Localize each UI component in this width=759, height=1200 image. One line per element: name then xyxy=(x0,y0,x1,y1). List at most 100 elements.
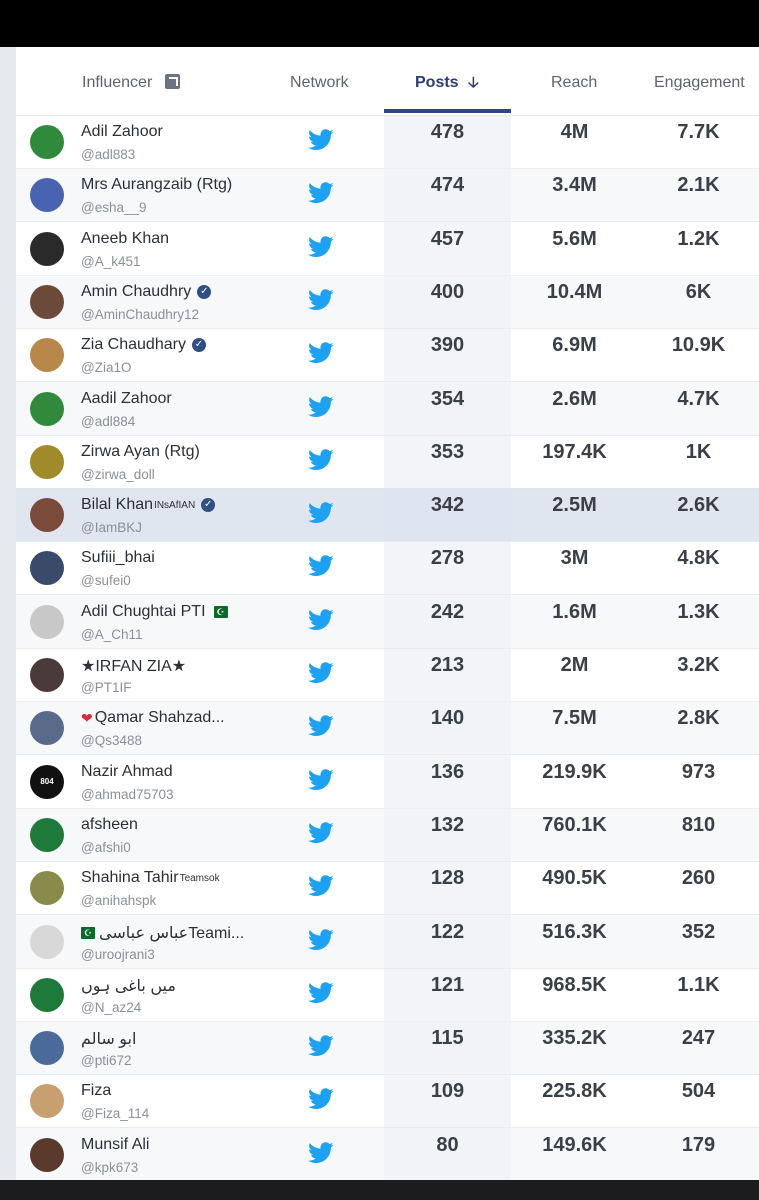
avatar[interactable] xyxy=(30,125,64,159)
table-row[interactable]: afsheen @afshi0 132 760.1K 810 xyxy=(16,807,759,862)
table-row[interactable]: Shahina Tahir Teamsok @anihahspk 128 490.… xyxy=(16,861,759,916)
influencer-name-text: ★IRFAN ZIA★ xyxy=(81,658,187,675)
avatar[interactable]: 804 xyxy=(30,764,64,799)
avatar[interactable] xyxy=(30,817,64,852)
influencer-name-text: Adil Chughtai PTI xyxy=(81,602,206,620)
engagement-value: 1.1K xyxy=(677,973,720,996)
influencer-handle: @zirwa_doll xyxy=(81,466,155,482)
avatar[interactable] xyxy=(30,444,64,479)
influencer-name[interactable]: ☪ عباس عباسیTeami... xyxy=(81,923,244,943)
influencer-handle: @pti672 xyxy=(81,1053,132,1069)
influencer-name[interactable]: ★IRFAN ZIA★ xyxy=(81,656,186,676)
influencer-name-text: Adil Zahoor xyxy=(81,123,163,140)
sort-down-arrow-icon: 🡣 xyxy=(468,74,479,91)
avatar[interactable] xyxy=(30,231,64,266)
influencer-name[interactable]: Amin Chaudhry ✓ xyxy=(81,283,212,301)
avatar[interactable] xyxy=(30,551,64,586)
twitter-icon xyxy=(308,502,334,524)
posts-value: 115 xyxy=(431,1027,464,1050)
avatar[interactable] xyxy=(30,604,64,639)
avatar[interactable] xyxy=(30,871,64,906)
influencer-name[interactable]: ❤ Qamar Shahzad... xyxy=(81,709,225,727)
reach-value: 1.6M xyxy=(552,600,597,623)
table-row[interactable]: Sufiii_bhai @sufei0 278 3M 4.8K xyxy=(16,541,759,596)
table-row[interactable]: Adil Chughtai PTI ☪ @A_Ch11 242 1.6M 1.3K xyxy=(16,594,759,649)
table-row[interactable]: ★IRFAN ZIA★ @PT1IF 213 2M 3.2K xyxy=(16,648,759,702)
twitter-icon xyxy=(308,555,334,577)
table-row[interactable]: Munsif Ali @kpk673 80 149.6K 179 xyxy=(16,1127,759,1180)
column-header-engagement[interactable]: Engagement xyxy=(654,47,745,115)
column-header-influencer[interactable]: Influencer xyxy=(82,47,180,115)
avatar[interactable] xyxy=(30,284,64,319)
influencer-name[interactable]: میں باغی ہوں xyxy=(81,976,176,996)
table-row[interactable]: 804 Nazir Ahmad @ahmad75703 136 219.9K 9… xyxy=(16,755,759,809)
influencer-name[interactable]: Zia Chaudhary ✓ xyxy=(81,336,206,354)
influencer-name[interactable]: Sufiii_bhai xyxy=(81,549,155,567)
influencer-handle: @Zia1O xyxy=(81,360,132,376)
influencer-name[interactable]: ابو سالم xyxy=(81,1029,136,1049)
engagement-value: 810 xyxy=(681,813,716,836)
influencer-handle: @A_k451 xyxy=(81,253,141,269)
twitter-icon xyxy=(308,875,334,897)
influencer-handle: @adl884 xyxy=(81,413,136,429)
column-header-network[interactable]: Network xyxy=(290,47,349,115)
posts-value: 342 xyxy=(430,494,465,517)
reach-value: 225.8K xyxy=(542,1080,607,1103)
table-row[interactable]: Mrs Aurangzaib (Rtg) @esha__9 474 3.4M 2… xyxy=(16,168,759,223)
avatar[interactable] xyxy=(30,658,64,692)
influencer-name[interactable]: Fiza xyxy=(81,1082,111,1100)
influencer-name[interactable]: Mrs Aurangzaib (Rtg) xyxy=(81,176,232,194)
engagement-value: 2.1K xyxy=(677,174,720,197)
bottom-bar xyxy=(0,1180,759,1200)
table-row[interactable]: Amin Chaudhry ✓ @AminChaudhry12 400 10.4M… xyxy=(16,274,759,329)
engagement-value: 352 xyxy=(681,920,716,943)
influencer-name[interactable]: Adil Chughtai PTI ☪ xyxy=(81,603,228,621)
avatar[interactable] xyxy=(30,924,64,959)
influencer-name[interactable]: Munsif Ali xyxy=(81,1136,149,1154)
influencer-handle: @afshi0 xyxy=(81,839,131,855)
table-row[interactable]: Aneeb Khan @A_k451 457 5.6M 1.2K xyxy=(16,222,759,276)
table-row[interactable]: Adil Zahoor @adl883 478 4M 7.7K xyxy=(16,115,759,169)
table-row[interactable]: Fiza @Fiza_114 109 225.8K 504 xyxy=(16,1074,759,1129)
influencer-name-text: میں باغی ہوں xyxy=(81,977,176,995)
reach-value: 335.2K xyxy=(542,1027,607,1050)
reach-value: 149.6K xyxy=(542,1133,607,1156)
engagement-value: 179 xyxy=(681,1133,716,1156)
column-header-posts[interactable]: Posts 🡣 xyxy=(415,47,479,115)
influencer-handle: @A_Ch11 xyxy=(81,626,143,642)
avatar[interactable] xyxy=(30,391,64,426)
avatar[interactable] xyxy=(30,1031,64,1066)
influencer-name[interactable]: Adil Zahoor xyxy=(81,123,163,141)
influencer-name[interactable]: Aadil Zahoor xyxy=(81,390,172,408)
influencer-name-text: Sufiii_bhai xyxy=(81,549,155,567)
twitter-icon xyxy=(308,715,334,737)
avatar[interactable] xyxy=(30,1084,64,1119)
table-row[interactable]: ابو سالم @pti672 115 335.2K 247 xyxy=(16,1021,759,1076)
column-header-reach[interactable]: Reach xyxy=(551,47,597,115)
table-row[interactable]: Zia Chaudhary ✓ @Zia1O 390 6.9M 10.9K xyxy=(16,328,759,383)
avatar[interactable] xyxy=(30,338,64,373)
reach-value: 5.6M xyxy=(552,227,597,250)
table-row[interactable]: ☪ عباس عباسیTeami... @uroojrani3 122 516.… xyxy=(16,914,759,969)
table-row[interactable]: Bilal Khan INsAfIAN ✓ @IamBKJ 342 2.5M 2.6… xyxy=(16,488,759,543)
table-row[interactable]: میں باغی ہوں @N_az24 121 968.5K 1.1K xyxy=(16,968,759,1022)
avatar[interactable] xyxy=(30,1137,64,1172)
influencer-name[interactable]: Zirwa Ayan (Rtg) xyxy=(81,443,200,461)
table-row[interactable]: Aadil Zahoor @adl884 354 2.6M 4.7K xyxy=(16,381,759,436)
influencer-name[interactable]: afsheen xyxy=(81,816,138,834)
twitter-icon xyxy=(308,608,334,631)
influencer-name[interactable]: Bilal Khan INsAfIAN ✓ xyxy=(81,496,216,514)
external-link-icon[interactable] xyxy=(164,74,180,90)
influencer-name[interactable]: Aneeb Khan xyxy=(81,230,169,248)
influencer-name[interactable]: Shahina Tahir Teamsok xyxy=(81,869,220,887)
avatar[interactable] xyxy=(30,711,64,746)
avatar[interactable] xyxy=(30,498,64,533)
influencer-name-text: Bilal Khan xyxy=(81,496,154,514)
engagement-value: 7.7K xyxy=(677,121,720,143)
influencer-name[interactable]: Nazir Ahmad xyxy=(81,763,173,781)
posts-value: 390 xyxy=(430,334,465,357)
avatar[interactable] xyxy=(30,178,64,213)
table-row[interactable]: ❤ Qamar Shahzad... @Qs3488 140 7.5M 2.8K xyxy=(16,701,759,756)
table-row[interactable]: Zirwa Ayan (Rtg) @zirwa_doll 353 197.4K … xyxy=(16,435,759,489)
avatar[interactable] xyxy=(30,977,64,1012)
